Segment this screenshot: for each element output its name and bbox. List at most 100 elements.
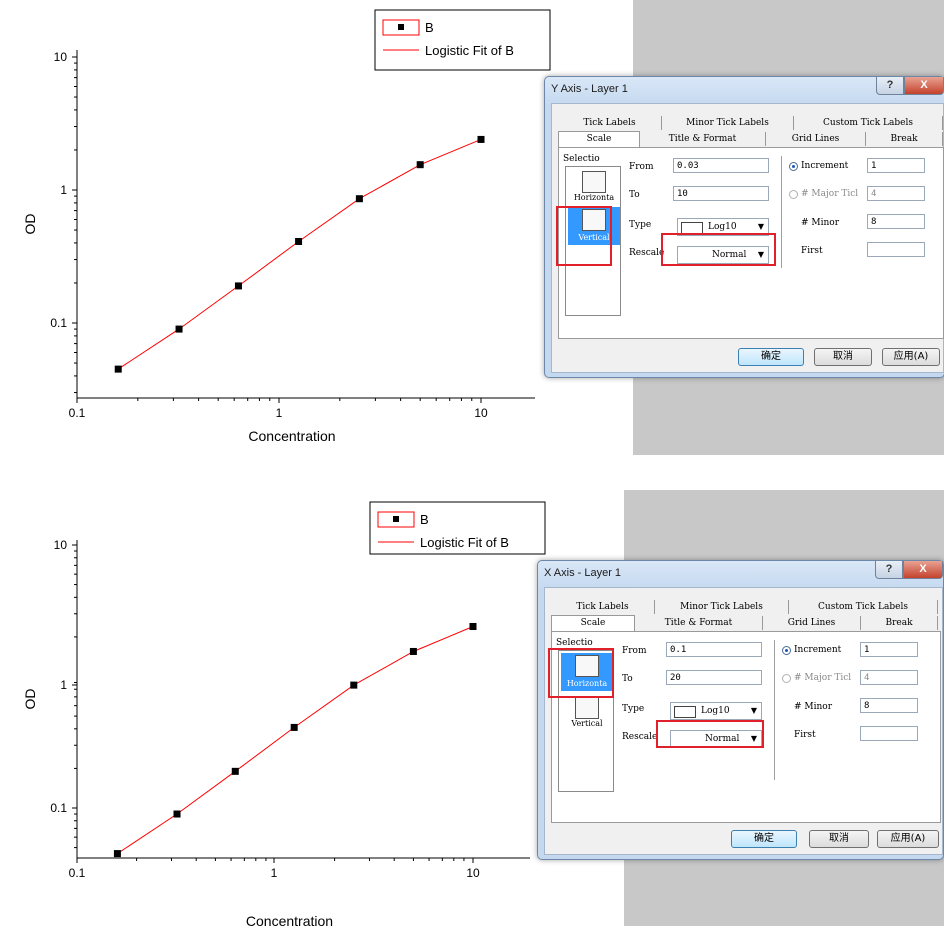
list-item-vertical[interactable]: Vertical	[561, 695, 613, 731]
y-tick-label: 0.1	[50, 316, 67, 330]
type-dropdown[interactable]: Log10 ▼	[670, 702, 762, 720]
tab-row-1: Tick Labels Minor Tick Labels Custom Tic…	[558, 116, 943, 130]
type-label: Type	[629, 220, 652, 230]
cancel-button[interactable]: 取消	[814, 348, 872, 366]
increment-label: Increment	[794, 645, 842, 655]
y-axis-label: OD	[22, 689, 38, 710]
to-label: To	[622, 674, 633, 684]
rescale-label: Rescale	[629, 248, 665, 258]
tab-minor-tick-labels[interactable]: Minor Tick Labels	[655, 600, 789, 614]
y-tick-label: 0.1	[50, 801, 67, 815]
ok-button[interactable]: 确定	[738, 348, 804, 366]
dialog-title: Y Axis - Layer 1	[551, 83, 628, 95]
tab-tick-labels[interactable]: Tick Labels	[551, 600, 655, 614]
minor-ticks-input[interactable]: 8	[867, 214, 925, 229]
x-axis-dialog: X Axis - Layer 1 ? X Tick Labels Minor T…	[537, 560, 944, 860]
data-point-b	[175, 325, 183, 333]
increment-radio[interactable]	[782, 646, 791, 655]
legend-label-fit: Logistic Fit of B	[425, 43, 514, 58]
x-tick-label: 1	[271, 866, 278, 880]
type-dropdown[interactable]: Log10 ▼	[677, 218, 769, 236]
data-point-b	[477, 135, 485, 143]
tab-grid-lines[interactable]: Grid Lines	[763, 616, 861, 630]
rescale-dropdown-value: Normal	[705, 734, 740, 744]
to-input[interactable]: 10	[673, 186, 769, 201]
increment-radio[interactable]	[789, 162, 798, 171]
help-button[interactable]: ?	[875, 561, 903, 579]
apply-button[interactable]: 应用(A)	[882, 348, 940, 366]
rescale-dropdown[interactable]: Normal ▼	[670, 730, 762, 748]
tab-row-2: Scale Title & Format Grid Lines Break	[558, 131, 943, 147]
major-ticks-label: # Major Ticl	[794, 673, 852, 683]
tab-custom-tick-labels[interactable]: Custom Tick Labels	[794, 116, 943, 130]
increment-input[interactable]: 1	[860, 642, 918, 657]
to-label: To	[629, 190, 640, 200]
list-item-horizontal[interactable]: Horizonta	[568, 169, 620, 203]
dialog-client: Tick Labels Minor Tick Labels Custom Tic…	[544, 587, 943, 855]
selection-label: Selectio	[563, 154, 600, 164]
x-tick-label: 1	[276, 406, 283, 420]
list-item-horizontal[interactable]: Horizonta	[561, 653, 613, 691]
data-point-b	[409, 647, 417, 655]
data-point-b	[173, 810, 181, 818]
apply-button[interactable]: 应用(A)	[877, 830, 939, 848]
legend-label-b: B	[420, 512, 429, 527]
cancel-button[interactable]: 取消	[809, 830, 869, 848]
dialog-client: Tick Labels Minor Tick Labels Custom Tic…	[551, 103, 944, 373]
tab-title-format[interactable]: Title & Format	[640, 132, 766, 146]
first-input[interactable]	[867, 242, 925, 257]
data-point-b	[469, 623, 477, 631]
log-scale-icon	[681, 222, 703, 234]
rescale-label: Rescale	[622, 732, 658, 742]
legend-box	[374, 9, 551, 71]
data-point-b	[231, 767, 239, 775]
axis-list: Horizonta Vertical	[565, 166, 621, 316]
data-point-b	[290, 723, 298, 731]
minor-ticks-input[interactable]: 8	[860, 698, 918, 713]
from-input[interactable]: 0.03	[673, 158, 769, 173]
tab-break[interactable]: Break	[866, 132, 943, 146]
to-input[interactable]: 20	[666, 670, 762, 685]
y-tick-label: 1	[60, 183, 67, 197]
bottom-panel: 0.1 1 10 0.1 1 10 Concentration OD B Logistic Fit…	[0, 460, 944, 926]
major-ticks-input[interactable]: 4	[867, 186, 925, 201]
list-item-vertical[interactable]: Vertical	[568, 207, 620, 245]
horizontal-axis-icon	[575, 655, 599, 677]
series-line-logistic-fit	[117, 626, 474, 855]
tab-custom-tick-labels[interactable]: Custom Tick Labels	[789, 600, 938, 614]
major-ticks-radio[interactable]	[789, 190, 798, 199]
rescale-dropdown-value: Normal	[712, 250, 747, 260]
tab-tick-labels[interactable]: Tick Labels	[558, 116, 662, 130]
first-input[interactable]	[860, 726, 918, 741]
data-point-b	[114, 365, 122, 373]
help-button[interactable]: ?	[876, 77, 904, 95]
close-button[interactable]: X	[903, 561, 943, 579]
x-axis-label: Concentration	[248, 428, 335, 444]
data-point-b	[234, 282, 242, 290]
tab-title-format[interactable]: Title & Format	[635, 616, 763, 630]
major-ticks-input[interactable]: 4	[860, 670, 918, 685]
axis-list: Horizonta Vertical	[558, 650, 614, 792]
tab-minor-tick-labels[interactable]: Minor Tick Labels	[662, 116, 794, 130]
increment-input[interactable]: 1	[867, 158, 925, 173]
rescale-dropdown[interactable]: Normal ▼	[677, 246, 769, 264]
major-ticks-radio[interactable]	[782, 674, 791, 683]
type-dropdown-value: Log10	[701, 706, 730, 716]
from-label: From	[629, 162, 654, 172]
chevron-down-icon: ▼	[757, 250, 764, 259]
chevron-down-icon: ▼	[750, 706, 757, 715]
tab-break[interactable]: Break	[861, 616, 938, 630]
tab-grid-lines[interactable]: Grid Lines	[766, 132, 866, 146]
ok-button[interactable]: 确定	[731, 830, 797, 848]
data-point-b	[113, 850, 121, 858]
list-item-horizontal-label: Horizonta	[573, 193, 615, 202]
y-tick-label: 10	[54, 538, 68, 552]
tab-scale[interactable]: Scale	[551, 615, 635, 631]
tab-scale[interactable]: Scale	[558, 131, 640, 147]
y-axis-label: OD	[22, 214, 38, 235]
y-tick-label: 10	[54, 50, 68, 64]
from-input[interactable]: 0.1	[666, 642, 762, 657]
scale-pane: Selectio Horizonta Vertical From 0.1 To …	[551, 631, 941, 823]
close-button[interactable]: X	[904, 77, 944, 95]
legend-box	[369, 501, 546, 555]
